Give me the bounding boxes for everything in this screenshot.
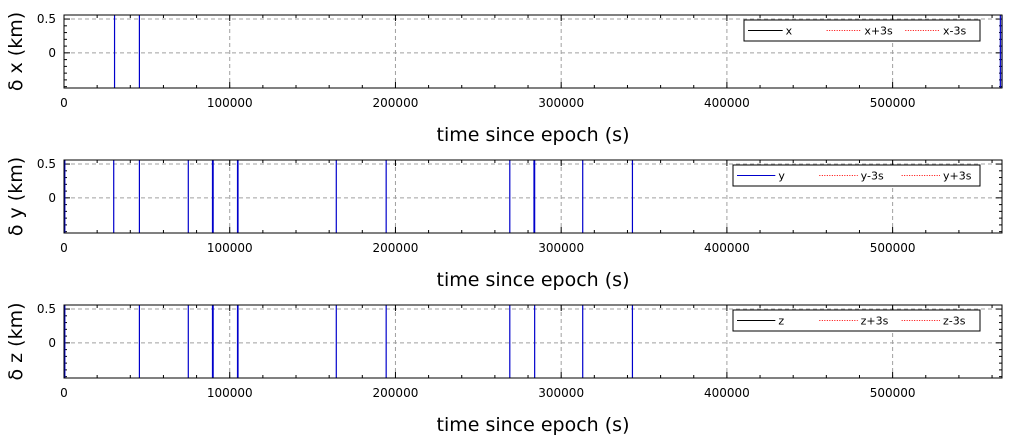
- y-axis-title: δ y (km): [5, 157, 27, 236]
- legend: x x+3s x-3s: [743, 19, 981, 42]
- legend-label: y-3s: [861, 170, 884, 183]
- x-tick-label: 200000: [373, 96, 419, 110]
- legend: z z+3s z-3s: [732, 309, 981, 332]
- x-tick-label: 300000: [538, 241, 584, 255]
- x-tick-label: 100000: [207, 96, 253, 110]
- x-tick-label: 0: [60, 241, 68, 255]
- x-tick-label: 400000: [704, 96, 750, 110]
- y-axis-title: δ z (km): [5, 302, 27, 380]
- legend-label: x-3s: [943, 25, 966, 38]
- x-axis-title: time since epoch (s): [437, 414, 630, 436]
- x-tick-label: 200000: [373, 386, 419, 400]
- y-tick-label: 0.5: [37, 12, 56, 26]
- legend: y y-3s y+3s: [732, 164, 981, 187]
- x-axis-title: time since epoch (s): [437, 124, 630, 146]
- legend-box: [732, 309, 981, 332]
- x-tick-label: 100000: [207, 241, 253, 255]
- y-tick-label: 0: [48, 191, 56, 205]
- x-tick-label: 300000: [538, 386, 584, 400]
- x-tick-label: 500000: [870, 386, 916, 400]
- y-tick-label: 0: [48, 336, 56, 350]
- y-axis-title: δ x (km): [5, 12, 27, 91]
- x-tick-label: 400000: [704, 386, 750, 400]
- panel-x: 0 100000 200000 300000 400000 500000 0.5 0 time …: [5, 12, 1003, 146]
- x-tick-label: 400000: [704, 241, 750, 255]
- panel-z: 0 100000 200000 300000 400000 500000 0.5 0 time …: [5, 302, 1003, 436]
- legend-box: [743, 19, 981, 42]
- legend-label: z: [778, 315, 784, 328]
- legend-label: z+3s: [861, 315, 889, 328]
- plot-frame: [63, 304, 1003, 379]
- y-tick-label: 0: [48, 46, 56, 60]
- legend-label: y+3s: [943, 170, 972, 183]
- y-tick-label: 0.5: [37, 157, 56, 171]
- plot-frame: [63, 14, 1003, 89]
- x-tick-label: 500000: [870, 241, 916, 255]
- x-tick-label: 500000: [870, 96, 916, 110]
- x-tick-label: 0: [60, 96, 68, 110]
- x-tick-label: 100000: [207, 386, 253, 400]
- x-tick-label: 300000: [538, 96, 584, 110]
- legend-label: z-3s: [943, 315, 966, 328]
- plot-frame: [63, 159, 1003, 234]
- x-tick-label: 200000: [373, 241, 419, 255]
- panel-y: 0 100000 200000 300000 400000 500000 0.5 0 time …: [5, 157, 1003, 291]
- y-tick-label: 0.5: [37, 302, 56, 316]
- legend-label: y: [778, 170, 785, 183]
- legend-label: x: [786, 25, 793, 38]
- legend-label: x+3s: [864, 25, 893, 38]
- x-axis-title: time since epoch (s): [437, 269, 630, 291]
- x-tick-label: 0: [60, 386, 68, 400]
- legend-box: [732, 164, 981, 187]
